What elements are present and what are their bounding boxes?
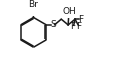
Text: F: F xyxy=(76,22,82,31)
Text: F: F xyxy=(78,15,83,24)
Text: Br: Br xyxy=(28,0,38,9)
Text: F: F xyxy=(70,22,76,31)
Text: OH: OH xyxy=(62,7,76,16)
Text: S: S xyxy=(50,20,56,29)
